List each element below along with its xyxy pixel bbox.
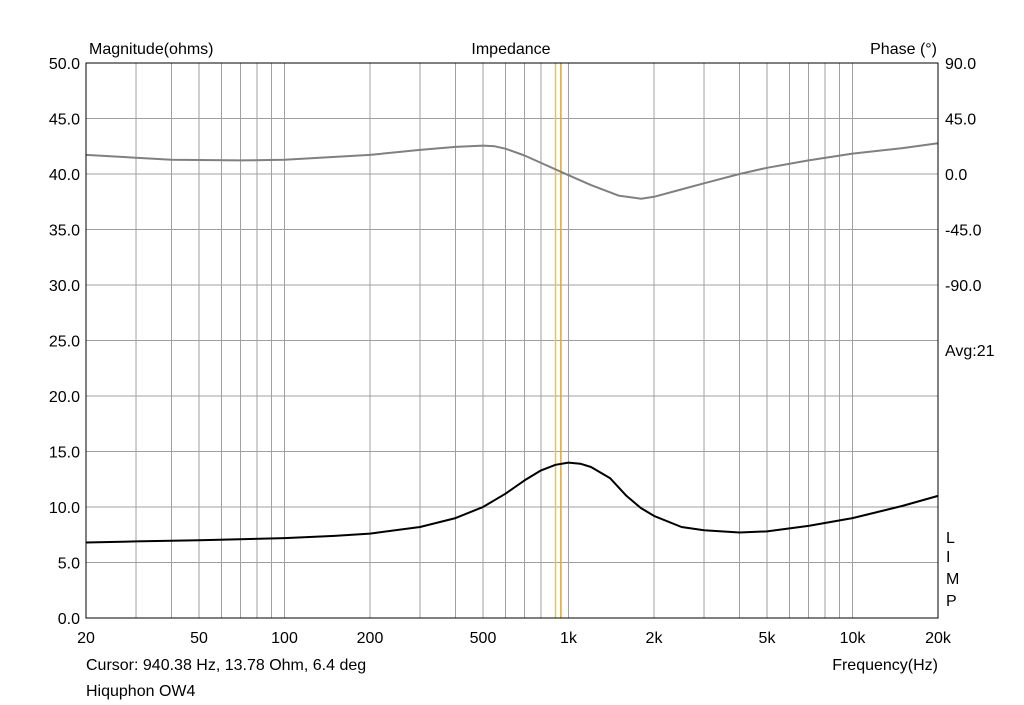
y-right-tick-label: 0.0: [945, 167, 967, 184]
y-left-tick-label: 50.0: [49, 56, 80, 73]
legend-letter-p: P: [946, 593, 957, 610]
y-right-axis-label: Phase (°): [870, 41, 937, 58]
x-tick-label: 10k: [840, 630, 867, 647]
tick-labels: 20 50 100 200 500 1k 2k 5k 10k 20k 0.0 5.0 10.0 15.0 2…: [49, 56, 982, 647]
y-left-tick-label: 30.0: [49, 278, 80, 295]
y-left-tick-label: 5.0: [58, 556, 80, 573]
x-tick-label: 20k: [925, 630, 952, 647]
series-group: [85, 142, 939, 544]
avg-label: Avg:21: [945, 343, 995, 360]
x-axis-label: Frequency(Hz): [832, 657, 938, 674]
chart-title: Impedance: [471, 41, 550, 58]
x-tick-label: 5k: [759, 630, 777, 647]
y-right-tick-label: -45.0: [945, 223, 982, 240]
cursor-lines: [554, 63, 562, 618]
y-left-tick-label: 45.0: [49, 112, 80, 129]
x-tick-label: 20: [77, 630, 95, 647]
trace-name: Hiquphon OW4: [86, 683, 195, 700]
y-right-tick-label: -90.0: [945, 278, 982, 295]
y-left-tick-label: 40.0: [49, 167, 80, 184]
legend-letter-l: L: [946, 530, 955, 547]
grid: [85, 62, 939, 619]
y-left-tick-label: 10.0: [49, 500, 80, 517]
x-tick-label: 1k: [560, 630, 578, 647]
impedance-phase-line: [85, 142, 939, 200]
legend-letter-m: M: [946, 571, 959, 588]
y-left-tick-label: 20.0: [49, 389, 80, 406]
y-left-tick-label: 15.0: [49, 445, 80, 462]
y-left-tick-label: 25.0: [49, 334, 80, 351]
y-left-axis-label: Magnitude(ohms): [89, 41, 214, 58]
y-right-tick-label: 90.0: [945, 56, 976, 73]
cursor-readout: Cursor: 940.38 Hz, 13.78 Ohm, 6.4 deg: [86, 657, 366, 674]
x-tick-label: 500: [470, 630, 497, 647]
x-tick-label: 50: [190, 630, 208, 647]
legend-letter-i: I: [946, 549, 950, 566]
impedance-magnitude-line: [85, 461, 939, 544]
y-left-tick-label: 35.0: [49, 223, 80, 240]
x-tick-label: 200: [357, 630, 384, 647]
plot-frame: [85, 62, 939, 619]
y-right-tick-label: 45.0: [945, 112, 976, 129]
y-left-tick-label: 0.0: [58, 611, 80, 628]
x-tick-label: 100: [271, 630, 298, 647]
x-tick-label: 2k: [646, 630, 664, 647]
